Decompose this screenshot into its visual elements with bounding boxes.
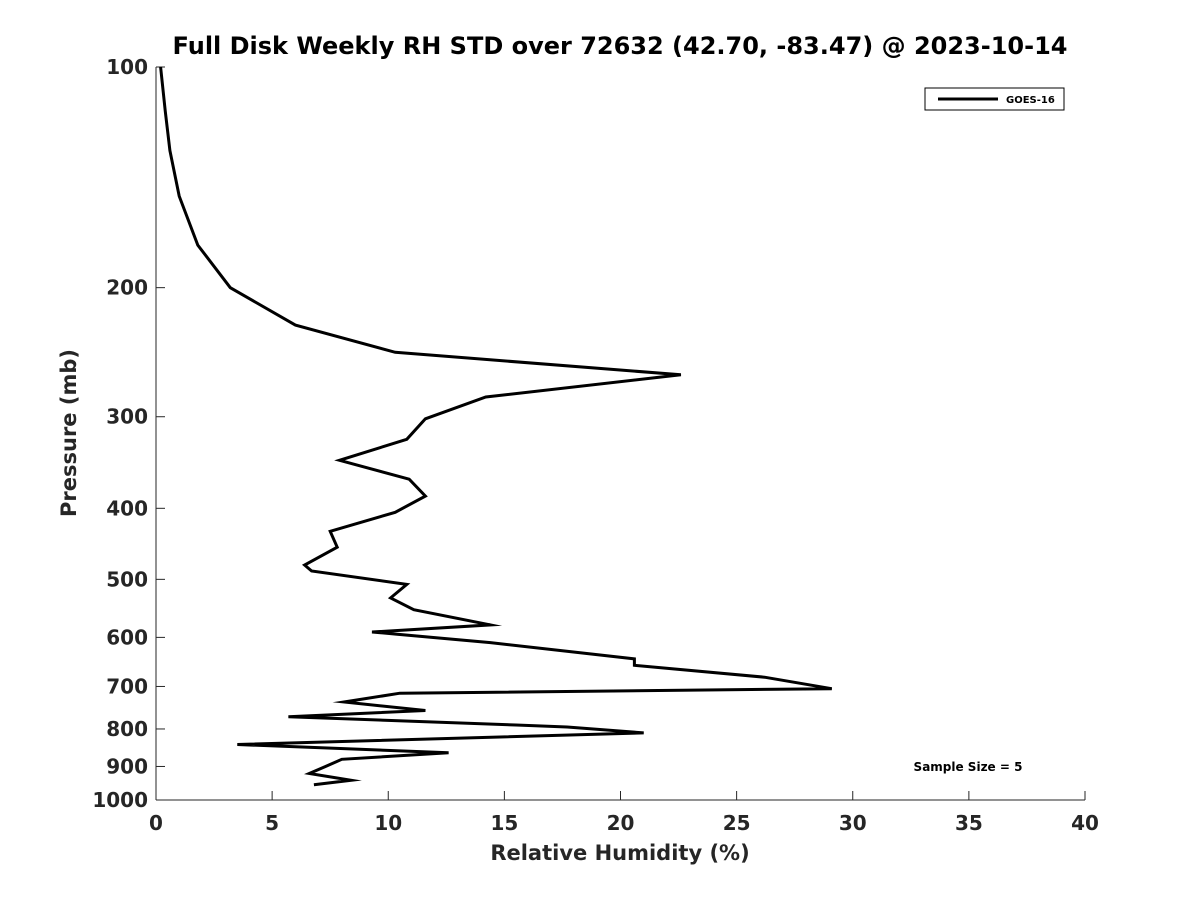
x-tick-label: 25 (723, 811, 751, 835)
y-tick-label: 1000 (92, 788, 148, 812)
x-tick-label: 30 (839, 811, 867, 835)
y-tick-label: 600 (106, 625, 148, 649)
x-tick-label: 10 (374, 811, 402, 835)
x-axis-label: Relative Humidity (%) (490, 841, 749, 865)
y-tick-label: 100 (106, 55, 148, 79)
y-tick-label: 200 (106, 276, 148, 300)
y-tick-label: 500 (106, 567, 148, 591)
y-tick-label: 400 (106, 496, 148, 520)
chart-title: Full Disk Weekly RH STD over 72632 (42.7… (173, 32, 1068, 60)
y-tick-label: 300 (106, 405, 148, 429)
x-tick-label: 35 (955, 811, 983, 835)
y-tick-label: 700 (106, 674, 148, 698)
legend-label-goes-16: GOES-16 (1006, 95, 1055, 106)
x-tick-label: 40 (1071, 811, 1099, 835)
y-axis-label: Pressure (mb) (57, 349, 81, 517)
y-tick-label: 800 (106, 717, 148, 741)
series-layer (159, 66, 833, 787)
x-tick-label: 5 (265, 811, 279, 835)
sample-size-annotation: Sample Size = 5 (914, 760, 1023, 774)
series-line-goes-16 (159, 66, 833, 787)
y-axis-ticks: 100 200 300 400 500 600 700 800 900 1000 (92, 55, 165, 812)
x-tick-label: 20 (607, 811, 635, 835)
y-tick-label: 900 (106, 754, 148, 778)
legend: GOES-16 (924, 87, 1065, 111)
x-tick-label: 15 (490, 811, 518, 835)
x-tick-label: 0 (149, 811, 163, 835)
x-axis-ticks: 0 5 10 15 20 25 30 35 40 (149, 791, 1099, 835)
